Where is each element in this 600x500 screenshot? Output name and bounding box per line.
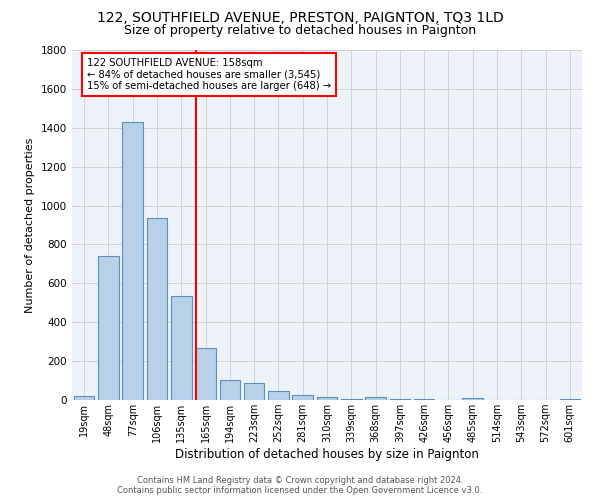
Bar — [220, 380, 240, 400]
Bar — [98, 256, 119, 400]
Bar — [268, 391, 289, 400]
Bar — [317, 397, 337, 400]
Bar — [463, 398, 483, 400]
Bar — [341, 399, 362, 400]
Text: Size of property relative to detached houses in Paignton: Size of property relative to detached ho… — [124, 24, 476, 37]
Bar — [171, 296, 191, 400]
Bar — [365, 398, 386, 400]
Y-axis label: Number of detached properties: Number of detached properties — [25, 138, 35, 312]
Text: Contains HM Land Registry data © Crown copyright and database right 2024.
Contai: Contains HM Land Registry data © Crown c… — [118, 476, 482, 495]
Bar — [292, 395, 313, 400]
X-axis label: Distribution of detached houses by size in Paignton: Distribution of detached houses by size … — [175, 448, 479, 461]
Bar — [244, 383, 265, 400]
Bar — [74, 396, 94, 400]
Bar — [560, 399, 580, 400]
Text: 122 SOUTHFIELD AVENUE: 158sqm
← 84% of detached houses are smaller (3,545)
15% o: 122 SOUTHFIELD AVENUE: 158sqm ← 84% of d… — [86, 58, 331, 91]
Bar — [146, 218, 167, 400]
Bar — [122, 122, 143, 400]
Text: 122, SOUTHFIELD AVENUE, PRESTON, PAIGNTON, TQ3 1LD: 122, SOUTHFIELD AVENUE, PRESTON, PAIGNTO… — [97, 11, 503, 25]
Bar — [195, 348, 216, 400]
